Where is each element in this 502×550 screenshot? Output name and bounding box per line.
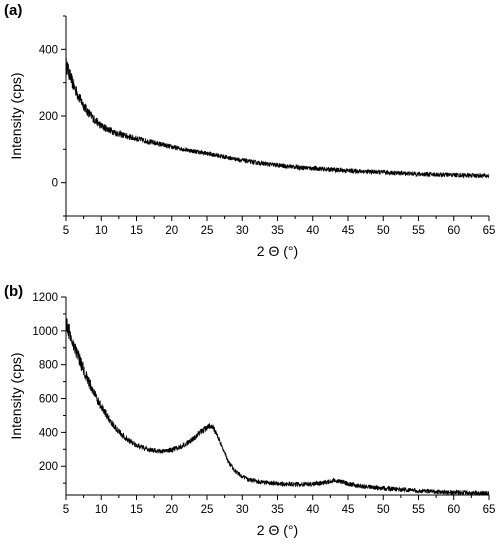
chart-a: (a) 5 10 15 20 25 30 35 40 45 50 55 60 65 0 200 400 2 Θ (… bbox=[4, 2, 496, 259]
x-tick-label-b: 20 bbox=[165, 504, 178, 516]
series-line-b bbox=[65, 318, 490, 497]
x-tick-label-a: 5 bbox=[63, 225, 69, 237]
x-tick-label-b: 10 bbox=[95, 504, 108, 516]
x-tick-label-a: 50 bbox=[377, 225, 390, 237]
series-line-a bbox=[65, 57, 490, 179]
x-tick-label-b: 15 bbox=[130, 504, 143, 516]
x-axis-title-a: 2 Θ (°) bbox=[257, 243, 298, 259]
x-axis-title-b: 2 Θ (°) bbox=[257, 522, 298, 538]
x-tick-label-b: 60 bbox=[447, 504, 460, 516]
x-tick-label-a: 10 bbox=[95, 225, 108, 237]
y-axis-title-b: Intensity (cps) bbox=[8, 352, 24, 439]
x-tick-label-a: 60 bbox=[447, 225, 460, 237]
panel-a: (a) 5 10 15 20 25 30 35 40 45 50 55 60 65 0 200 400 2 Θ (… bbox=[0, 0, 502, 272]
x-tick-label-b: 50 bbox=[377, 504, 390, 516]
y-tick-label-b: 1000 bbox=[32, 326, 58, 338]
x-tick-label-b: 45 bbox=[342, 504, 355, 516]
y-tick-label-a: 200 bbox=[39, 111, 58, 123]
panel-label-a: (a) bbox=[4, 2, 22, 19]
panel-b: (b) 5 10 15 20 25 30 35 40 45 50 55 60 65 200 400 600 800… bbox=[0, 280, 502, 550]
y-tick-label-a: 0 bbox=[52, 178, 58, 190]
x-tick-label-b: 40 bbox=[306, 504, 319, 516]
x-tick-label-a: 15 bbox=[130, 225, 143, 237]
x-tick-label-a: 45 bbox=[342, 225, 355, 237]
x-tick-label-b: 65 bbox=[483, 504, 496, 516]
x-tick-label-a: 25 bbox=[201, 225, 214, 237]
x-tick-label-b: 25 bbox=[201, 504, 214, 516]
y-tick-label-b: 800 bbox=[39, 360, 58, 372]
y-tick-label-a: 400 bbox=[39, 44, 58, 56]
x-tick-label-b: 35 bbox=[271, 504, 284, 516]
x-tick-label-b: 55 bbox=[412, 504, 425, 516]
x-tick-label-b: 30 bbox=[236, 504, 249, 516]
y-tick-label-b: 600 bbox=[39, 394, 58, 406]
chart-b: (b) 5 10 15 20 25 30 35 40 45 50 55 60 65 200 400 600 800… bbox=[4, 283, 496, 538]
x-tick-label-a: 20 bbox=[165, 225, 178, 237]
panel-label-b: (b) bbox=[4, 283, 23, 300]
x-tick-label-a: 35 bbox=[271, 225, 284, 237]
y-tick-label-b: 200 bbox=[39, 461, 58, 473]
x-tick-label-a: 40 bbox=[306, 225, 319, 237]
y-tick-label-b: 1200 bbox=[32, 292, 58, 304]
x-tick-label-a: 55 bbox=[412, 225, 425, 237]
y-tick-label-b: 400 bbox=[39, 427, 58, 439]
x-tick-label-b: 5 bbox=[63, 504, 69, 516]
x-tick-label-a: 30 bbox=[236, 225, 249, 237]
y-axis-title-a: Intensity (cps) bbox=[8, 72, 24, 159]
x-tick-label-a: 65 bbox=[483, 225, 496, 237]
